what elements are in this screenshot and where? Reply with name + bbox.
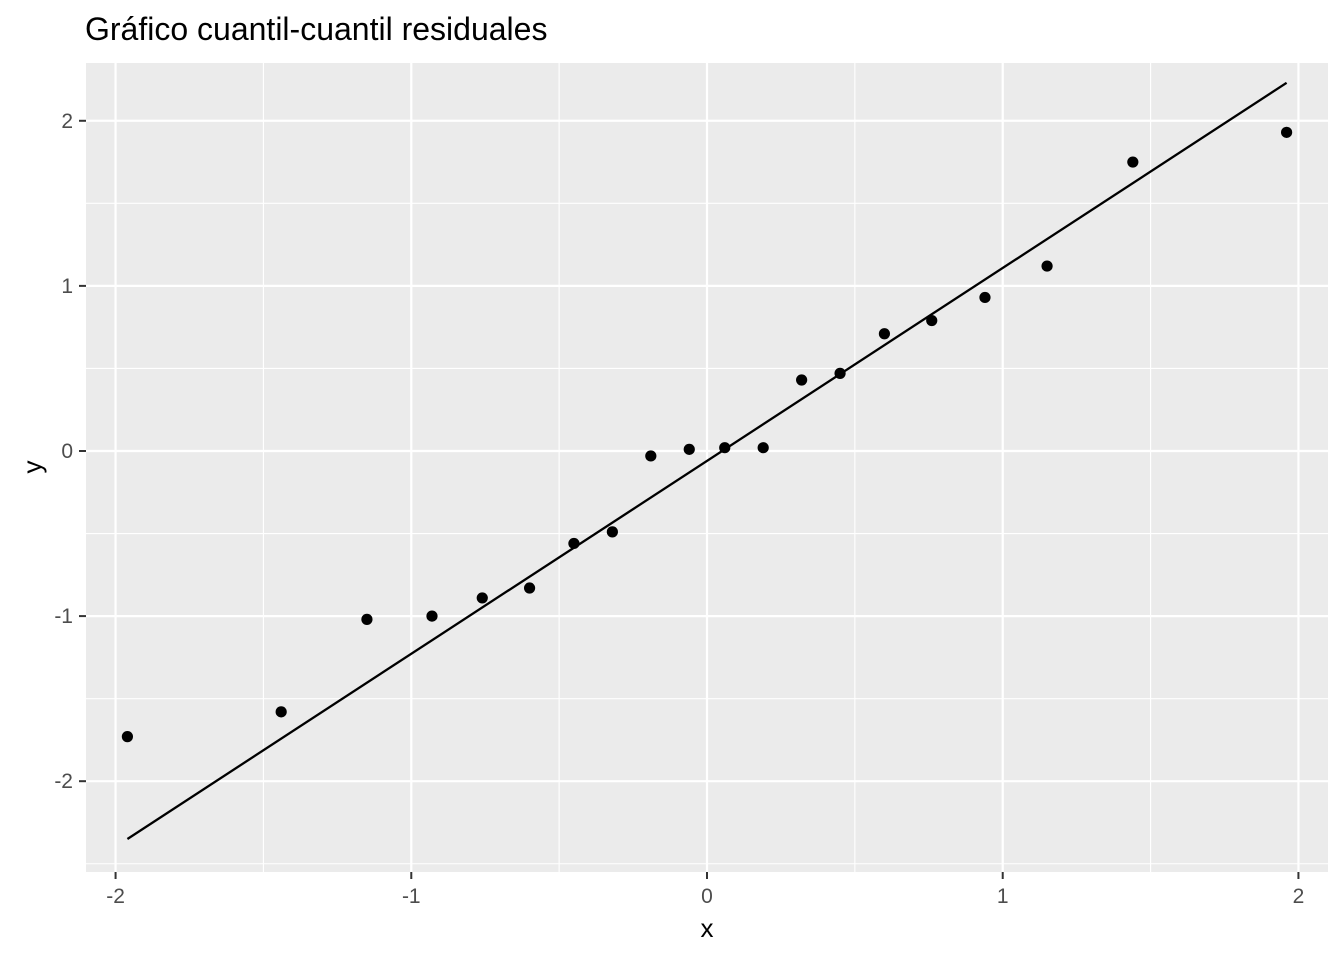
data-point: [796, 374, 808, 386]
data-point: [523, 582, 536, 594]
data-point: [926, 314, 938, 327]
x-tick-label: 1: [997, 885, 1009, 908]
data-point: [757, 442, 769, 454]
data-point: [361, 613, 373, 625]
data-point: [683, 443, 695, 455]
y-tick-label: -1: [54, 605, 73, 628]
reference-line-group: [126, 81, 1288, 840]
y-tick-label: 1: [61, 275, 73, 298]
x-tick-label: 2: [1293, 885, 1305, 908]
y-axis-title: y: [17, 461, 47, 474]
data-point: [1041, 260, 1053, 272]
data-point: [568, 537, 580, 550]
y-tick-label: 0: [61, 440, 73, 463]
y-axis: -2 -1 0 1 2: [54, 110, 86, 793]
x-axis-title: x: [701, 913, 714, 943]
data-point: [1281, 126, 1293, 138]
qq-reference-line: [126, 81, 1288, 840]
x-tick-label: -2: [106, 885, 125, 908]
data-point: [606, 526, 618, 538]
data-points: [121, 126, 1293, 743]
data-point: [979, 291, 991, 304]
x-tick-label: 0: [701, 885, 713, 908]
data-point: [426, 610, 438, 622]
data-point: [121, 731, 133, 743]
data-point: [645, 450, 657, 462]
data-point: [878, 328, 891, 340]
data-point: [275, 706, 287, 718]
data-point: [834, 367, 846, 379]
data-point: [476, 592, 488, 604]
x-axis: -2 -1 0 1 2: [106, 872, 1304, 908]
y-tick-label: 2: [61, 110, 73, 133]
x-tick-label: -1: [402, 885, 421, 908]
data-point: [719, 442, 731, 454]
chart-title: Gráfico cuantil-cuantil residuales: [85, 11, 547, 47]
major-gridlines: [86, 63, 1328, 872]
data-point: [1127, 156, 1139, 168]
y-tick-label: -2: [54, 770, 73, 793]
